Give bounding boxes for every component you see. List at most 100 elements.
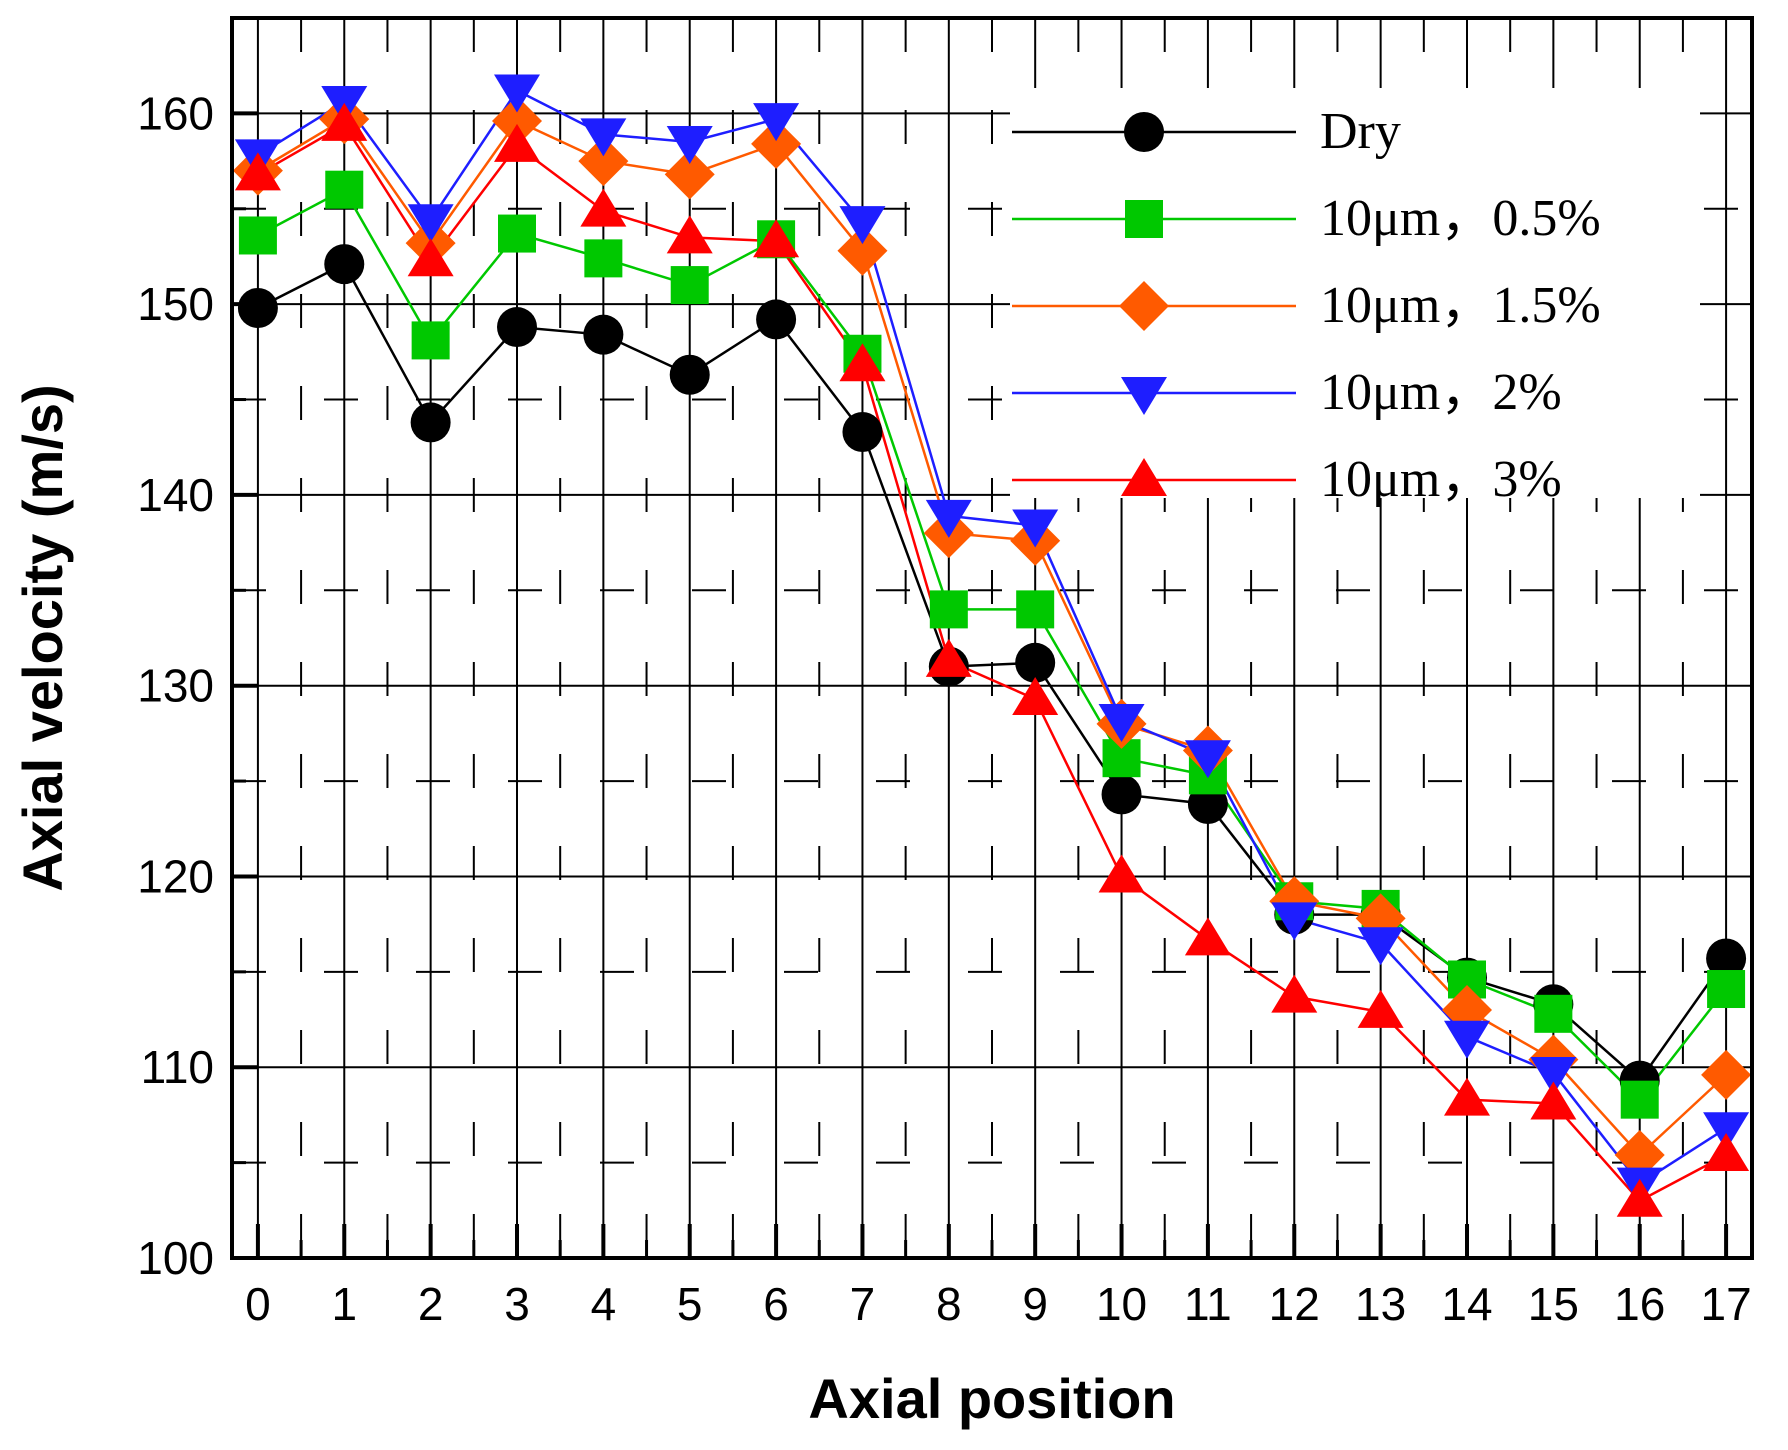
data-point-series-2 bbox=[1701, 1049, 1752, 1100]
data-point-series-4 bbox=[321, 102, 368, 141]
data-point-series-0 bbox=[237, 287, 278, 328]
legend-label-2: 10μm，1.5% bbox=[1320, 277, 1601, 334]
data-point-series-2 bbox=[1614, 1129, 1665, 1180]
data-point-series-4 bbox=[580, 188, 627, 227]
data-point-series-3 bbox=[839, 206, 886, 245]
y-tick-label: 140 bbox=[137, 469, 214, 521]
legend: Dry 10μm，0.5% 10μm，1.5% 10μm，2% 10μm，3% bbox=[1010, 88, 1700, 508]
data-point-series-4 bbox=[925, 638, 972, 677]
legend-label-1: 10μm，0.5% bbox=[1320, 190, 1601, 247]
data-point-series-2 bbox=[492, 96, 542, 147]
data-point-series-1 bbox=[1707, 970, 1746, 1009]
data-point-series-4 bbox=[1098, 854, 1145, 893]
data-point-series-1 bbox=[325, 170, 364, 209]
data-point-series-3 bbox=[494, 74, 540, 113]
data-point-series-3 bbox=[925, 499, 972, 538]
legend-marker-2 bbox=[1119, 281, 1169, 331]
y-tick-label: 120 bbox=[137, 850, 214, 902]
data-point-series-3 bbox=[1703, 1112, 1750, 1151]
legend-marker-4 bbox=[1121, 458, 1167, 496]
axis-ticks bbox=[232, 111, 1729, 1260]
x-tick-label: 4 bbox=[591, 1278, 617, 1330]
data-point-series-4 bbox=[1703, 1132, 1750, 1171]
x-tick-label: 12 bbox=[1269, 1278, 1320, 1330]
series-markers bbox=[232, 74, 1752, 1217]
data-point-series-4 bbox=[1271, 974, 1318, 1013]
data-point-series-4 bbox=[1616, 1178, 1663, 1217]
y-tick-label: 150 bbox=[137, 278, 214, 330]
data-point-series-1 bbox=[411, 321, 450, 360]
x-tick-label: 16 bbox=[1614, 1278, 1665, 1330]
x-tick-label: 8 bbox=[936, 1278, 962, 1330]
data-point-series-0 bbox=[410, 402, 451, 443]
data-point-series-1 bbox=[498, 214, 536, 253]
x-axis-title: Axial position bbox=[808, 1367, 1175, 1430]
data-point-series-2 bbox=[664, 149, 715, 200]
data-point-series-0 bbox=[324, 244, 365, 285]
data-point-series-0 bbox=[842, 411, 883, 452]
data-point-series-3 bbox=[407, 204, 454, 243]
data-point-series-3 bbox=[753, 103, 800, 142]
data-point-series-1 bbox=[1620, 1080, 1659, 1119]
data-point-series-1 bbox=[1016, 590, 1055, 629]
x-tick-label: 7 bbox=[850, 1278, 876, 1330]
data-point-series-3 bbox=[1530, 1056, 1577, 1095]
data-point-series-3 bbox=[1357, 927, 1404, 966]
series-line-4 bbox=[257, 123, 1727, 1203]
data-point-series-3 bbox=[1012, 509, 1059, 548]
data-point-series-2 bbox=[751, 118, 802, 169]
data-point-series-0 bbox=[1101, 774, 1142, 815]
data-point-series-3 bbox=[666, 126, 713, 164]
legend-marker-1 bbox=[1125, 200, 1163, 238]
x-tick-label: 5 bbox=[677, 1278, 703, 1330]
data-point-series-1 bbox=[670, 266, 709, 305]
data-point-series-0 bbox=[1706, 938, 1747, 979]
x-tick-label: 1 bbox=[331, 1278, 357, 1330]
data-point-series-1 bbox=[584, 239, 623, 278]
x-tick-label: 14 bbox=[1441, 1278, 1492, 1330]
data-point-series-1 bbox=[1534, 994, 1573, 1033]
x-tick-label: 2 bbox=[418, 1278, 444, 1330]
data-point-series-4 bbox=[666, 215, 713, 254]
data-point-series-3 bbox=[1184, 740, 1231, 779]
data-point-series-1 bbox=[929, 590, 968, 629]
x-tick-label: 9 bbox=[1022, 1278, 1048, 1330]
x-tick-label: 10 bbox=[1096, 1278, 1147, 1330]
legend-label-3: 10μm，2% bbox=[1320, 364, 1562, 421]
y-tick-label: 160 bbox=[137, 87, 214, 139]
x-tick-label: 3 bbox=[504, 1278, 530, 1330]
data-point-series-2 bbox=[578, 136, 629, 187]
y-axis-tick-labels: 100 110 120 130 140 150 160 bbox=[137, 87, 214, 1284]
x-tick-label: 15 bbox=[1528, 1278, 1579, 1330]
data-point-series-2 bbox=[837, 225, 888, 276]
y-axis-title: Axial velocity (m/s) bbox=[11, 384, 74, 891]
y-tick-label: 110 bbox=[141, 1041, 214, 1093]
data-point-series-4 bbox=[1184, 917, 1231, 956]
data-point-series-1 bbox=[238, 216, 277, 255]
legend-label-4: 10μm，3% bbox=[1320, 451, 1562, 508]
legend-marker-0 bbox=[1124, 112, 1164, 152]
data-point-series-4 bbox=[234, 152, 281, 191]
legend-label-background bbox=[1300, 88, 1700, 498]
x-tick-label: 17 bbox=[1701, 1278, 1752, 1330]
x-axis-tick-labels: 0 1 2 3 4 5 6 7 8 9 10 11 12 13 14 15 16 17 bbox=[245, 1278, 1752, 1330]
data-point-series-0 bbox=[583, 314, 624, 355]
y-tick-label: 130 bbox=[137, 660, 214, 712]
x-tick-label: 6 bbox=[763, 1278, 789, 1330]
data-point-series-4 bbox=[1012, 677, 1059, 716]
data-point-series-0 bbox=[497, 307, 537, 348]
legend-marker-3 bbox=[1121, 377, 1167, 415]
data-point-series-3 bbox=[1271, 902, 1318, 941]
data-point-series-3 bbox=[1098, 704, 1145, 743]
data-point-series-4 bbox=[1357, 989, 1404, 1028]
data-point-series-0 bbox=[1015, 642, 1056, 683]
y-tick-label: 100 bbox=[137, 1232, 214, 1284]
data-point-series-3 bbox=[1444, 1020, 1490, 1059]
data-point-series-3 bbox=[580, 118, 627, 157]
data-point-series-4 bbox=[753, 219, 800, 258]
x-tick-label: 13 bbox=[1355, 1278, 1406, 1330]
data-point-series-4 bbox=[494, 123, 540, 162]
data-point-series-4 bbox=[839, 343, 886, 382]
legend-label-0: Dry bbox=[1320, 103, 1401, 160]
